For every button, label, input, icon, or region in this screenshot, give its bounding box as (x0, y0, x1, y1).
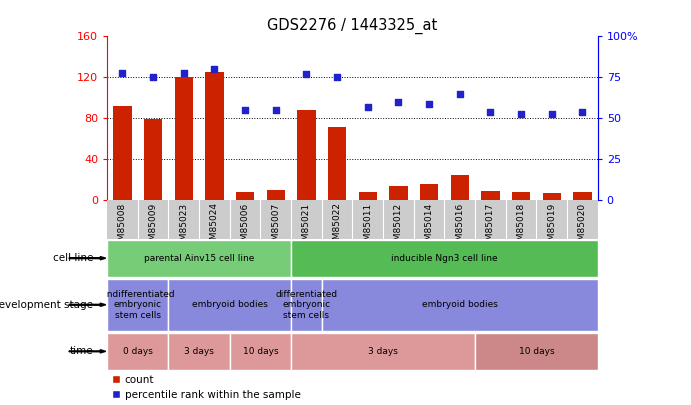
Text: 3 days: 3 days (368, 347, 398, 356)
Text: GSM85012: GSM85012 (394, 202, 403, 252)
Point (515, 110, 527, 117)
Text: embryoid bodies: embryoid bodies (422, 300, 498, 309)
Bar (205, 72, 224, 200)
Bar (420, 184, 438, 200)
Text: parental Ainv15 cell line: parental Ainv15 cell line (144, 254, 254, 263)
Text: GSM85023: GSM85023 (179, 202, 188, 252)
Text: GSM85006: GSM85006 (240, 202, 249, 252)
Text: GSM85022: GSM85022 (332, 202, 341, 252)
Point (485, 109, 496, 115)
Text: embryoid bodies: embryoid bodies (192, 300, 267, 309)
Bar (512, 192, 530, 200)
Bar (297, 110, 316, 200)
Text: differentiated
embryonic
stem cells: differentiated embryonic stem cells (275, 290, 337, 320)
Bar (229, 333, 291, 370)
Bar (175, 77, 193, 200)
Bar (291, 240, 598, 277)
Text: development stage: development stage (0, 300, 93, 310)
Bar (107, 333, 169, 370)
Text: 3 days: 3 days (184, 347, 214, 356)
Text: 10 days: 10 days (518, 347, 554, 356)
Bar (144, 119, 162, 200)
Bar (451, 175, 469, 200)
Legend: count, percentile rank within the sample: count, percentile rank within the sample (113, 375, 301, 400)
Point (393, 99, 404, 105)
Title: GDS2276 / 1443325_at: GDS2276 / 1443325_at (267, 17, 437, 34)
Point (546, 110, 557, 117)
Text: time: time (70, 346, 93, 356)
Point (301, 71, 312, 77)
Text: GSM85009: GSM85009 (149, 202, 158, 252)
Text: 10 days: 10 days (243, 347, 278, 356)
Text: GSM85007: GSM85007 (272, 202, 281, 252)
Point (454, 91, 465, 97)
Text: GSM85016: GSM85016 (455, 202, 464, 252)
Bar (291, 333, 475, 370)
Point (240, 107, 251, 113)
Text: cell line: cell line (53, 253, 93, 263)
Bar (169, 333, 229, 370)
Text: GSM85021: GSM85021 (302, 202, 311, 252)
Text: GSM85017: GSM85017 (486, 202, 495, 252)
Point (577, 109, 588, 115)
Point (424, 100, 435, 107)
Bar (107, 279, 169, 331)
Bar (542, 193, 561, 200)
Bar (389, 186, 408, 200)
Point (148, 74, 159, 81)
Text: 0 days: 0 days (123, 347, 153, 356)
Bar (359, 192, 377, 200)
Bar (573, 192, 591, 200)
Text: GSM85024: GSM85024 (210, 202, 219, 252)
Bar (291, 279, 322, 331)
Point (270, 107, 281, 113)
Text: GSM85008: GSM85008 (118, 202, 127, 252)
Bar (475, 333, 598, 370)
Bar (169, 279, 291, 331)
Bar (328, 127, 346, 200)
Point (209, 66, 220, 72)
Bar (236, 192, 254, 200)
Point (362, 104, 373, 110)
Bar (481, 191, 500, 200)
Text: GSM85018: GSM85018 (517, 202, 526, 252)
Text: GSM85011: GSM85011 (363, 202, 372, 252)
Bar (113, 106, 131, 200)
Bar (267, 190, 285, 200)
Point (332, 74, 343, 81)
Point (117, 69, 128, 76)
Text: GSM85020: GSM85020 (578, 202, 587, 252)
Bar (322, 279, 598, 331)
Point (178, 69, 189, 76)
Text: inducible Ngn3 cell line: inducible Ngn3 cell line (391, 254, 498, 263)
Text: GSM85014: GSM85014 (424, 202, 433, 252)
Text: undifferentiated
embryonic
stem cells: undifferentiated embryonic stem cells (101, 290, 175, 320)
Bar (107, 240, 291, 277)
Text: GSM85019: GSM85019 (547, 202, 556, 252)
